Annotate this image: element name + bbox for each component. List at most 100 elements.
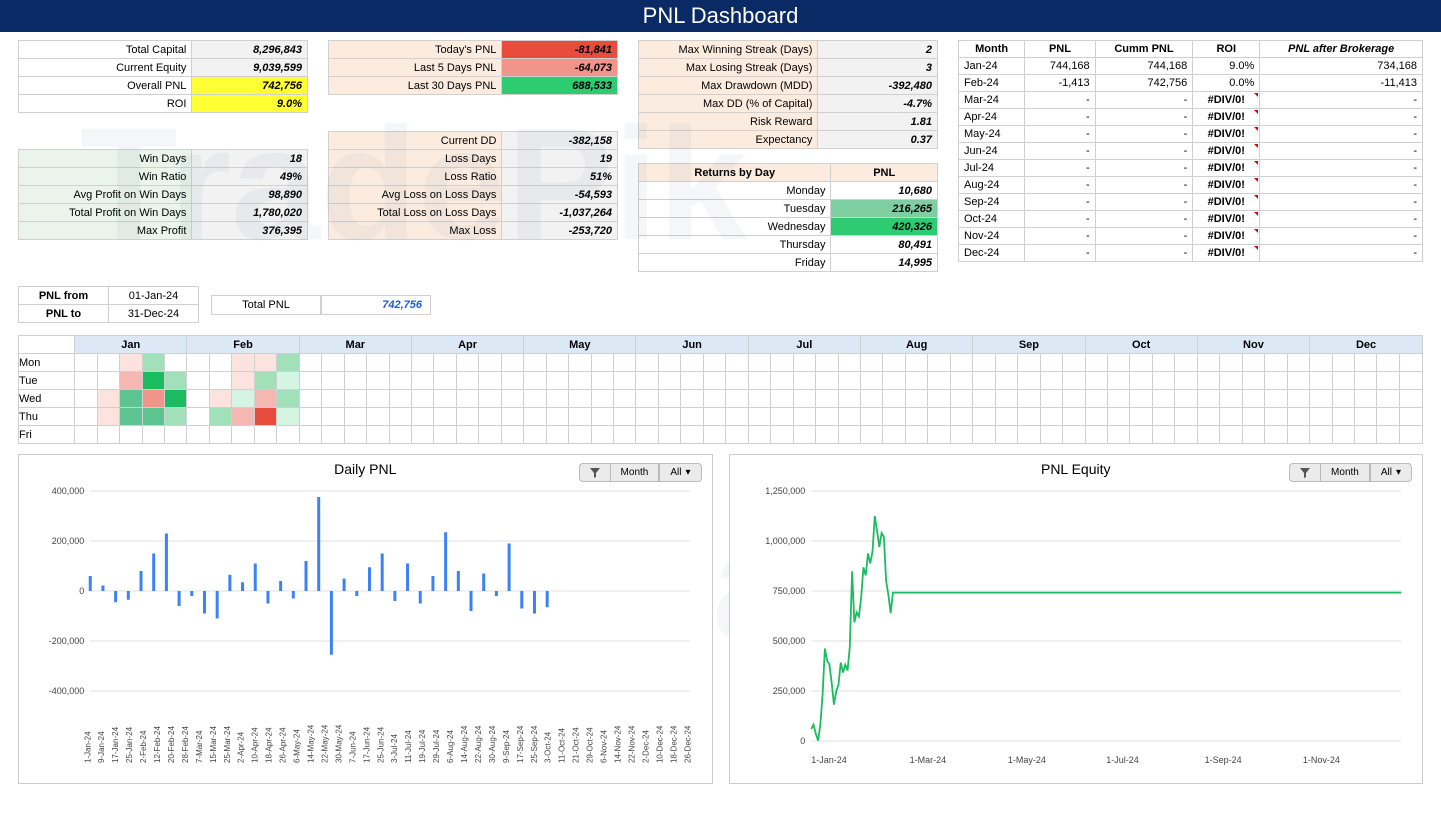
svg-text:25-Jan-24: 25-Jan-24 <box>125 726 134 763</box>
metric-value: 742,756 <box>192 77 308 95</box>
calendar-cell <box>209 372 231 390</box>
monthly-cell: - <box>1095 160 1193 177</box>
calendar-cell <box>861 372 883 390</box>
svg-text:12-Feb-24: 12-Feb-24 <box>153 726 162 763</box>
calendar-cell <box>456 372 478 390</box>
calendar-cell <box>861 390 883 408</box>
svg-text:19-Jul-24: 19-Jul-24 <box>418 729 427 763</box>
monthly-table: MonthPNLCumm PNLROIPNL after Brokerage J… <box>958 40 1423 262</box>
svg-text:6-May-24: 6-May-24 <box>293 729 302 763</box>
svg-text:17-Jan-24: 17-Jan-24 <box>111 726 120 763</box>
calendar-cell <box>1354 390 1376 408</box>
calendar-cell <box>591 408 613 426</box>
metric-label: Total Loss on Loss Days <box>329 204 502 222</box>
calendar-cell <box>1310 354 1332 372</box>
monthly-cell: - <box>1025 194 1095 211</box>
calendar-cell <box>1040 426 1062 444</box>
calendar-cell <box>1108 390 1130 408</box>
monthly-cell: - <box>1260 126 1423 143</box>
monthly-cell: #DIV/0! <box>1193 194 1260 211</box>
svg-text:1,000,000: 1,000,000 <box>765 536 805 546</box>
monthly-cell: - <box>1260 92 1423 109</box>
monthly-header: PNL <box>1025 41 1095 58</box>
monthly-cell: #DIV/0! <box>1193 143 1260 160</box>
calendar-cell <box>164 354 186 372</box>
monthly-cell: - <box>1260 194 1423 211</box>
page-title: PNL Dashboard <box>643 3 799 28</box>
svg-text:9-Jan-24: 9-Jan-24 <box>97 731 106 763</box>
calendar-cell <box>658 390 680 408</box>
calendar-cell <box>1197 354 1219 372</box>
calendar-cell <box>973 354 995 372</box>
calendar-cell <box>142 390 164 408</box>
calendar-cell <box>1377 390 1399 408</box>
calendar-cell <box>771 390 793 408</box>
calendar-cell <box>793 390 815 408</box>
calendar-cell <box>322 354 344 372</box>
svg-text:0: 0 <box>800 736 805 746</box>
monthly-cell: - <box>1095 228 1193 245</box>
calendar-cell <box>546 426 568 444</box>
calendar-cell <box>905 426 927 444</box>
calendar-cell <box>1152 354 1174 372</box>
calendar-day-label: Tue <box>19 372 75 390</box>
calendar-cell <box>1197 390 1219 408</box>
monthly-cell: Sep-24 <box>959 194 1025 211</box>
daily-filter-icon[interactable] <box>579 463 610 482</box>
calendar-cell <box>75 390 97 408</box>
calendar-month: Oct <box>1085 336 1197 354</box>
svg-text:6-Nov-24: 6-Nov-24 <box>600 730 609 763</box>
calendar-cell <box>1130 372 1152 390</box>
monthly-cell: - <box>1025 126 1095 143</box>
calendar-cell <box>636 426 658 444</box>
calendar-cell <box>75 426 97 444</box>
monthly-cell: #DIV/0! <box>1193 126 1260 143</box>
calendar-cell <box>322 390 344 408</box>
calendar-cell <box>456 390 478 408</box>
monthly-cell: - <box>1095 92 1193 109</box>
monthly-cell: May-24 <box>959 126 1025 143</box>
calendar-cell <box>793 426 815 444</box>
daily-month-filter[interactable]: Month <box>610 463 660 482</box>
calendar-cell <box>299 408 321 426</box>
svg-text:1-Jul-24: 1-Jul-24 <box>1106 755 1139 765</box>
calendar-month: Mar <box>299 336 411 354</box>
calendar-cell <box>703 372 725 390</box>
monthly-cell: - <box>1025 160 1095 177</box>
calendar-cell <box>748 354 770 372</box>
calendar-cell <box>232 354 254 372</box>
svg-text:3-Jul-24: 3-Jul-24 <box>390 734 399 763</box>
calendar-cell <box>299 426 321 444</box>
calendar-cell <box>232 372 254 390</box>
monthly-header: Cumm PNL <box>1095 41 1193 58</box>
equity-filter-icon[interactable] <box>1289 463 1320 482</box>
monthly-cell: 744,168 <box>1095 58 1193 75</box>
monthly-header: Month <box>959 41 1025 58</box>
equity-chart: PNL Equity Month All ▾ 0250,000500,00075… <box>729 454 1424 784</box>
calendar-cell <box>748 426 770 444</box>
pnl-to-value[interactable]: 31-Dec-24 <box>109 305 199 323</box>
calendar-cell <box>838 426 860 444</box>
metric-value: 98,890 <box>192 186 308 204</box>
returns-header-pnl: PNL <box>831 164 938 182</box>
calendar-cell <box>1175 372 1197 390</box>
calendar-cell <box>501 390 523 408</box>
equity-all-filter[interactable]: All ▾ <box>1370 463 1412 482</box>
calendar-cell <box>838 354 860 372</box>
svg-text:10-Apr-24: 10-Apr-24 <box>251 727 260 763</box>
daily-all-filter[interactable]: All ▾ <box>659 463 701 482</box>
calendar-cell <box>254 408 276 426</box>
pnl-from-value[interactable]: 01-Jan-24 <box>109 287 199 305</box>
svg-text:250,000: 250,000 <box>772 686 805 696</box>
svg-text:1-Jan-24: 1-Jan-24 <box>83 731 92 763</box>
calendar-month: Dec <box>1310 336 1423 354</box>
calendar-cell <box>1399 354 1422 372</box>
calendar-cell <box>187 372 209 390</box>
daily-pnl-chart: Daily PNL Month All ▾ -400,000-200,00002… <box>18 454 713 784</box>
risk-block: Max Winning Streak (Days)2Max Losing Str… <box>638 40 938 149</box>
calendar-cell <box>1242 390 1264 408</box>
equity-month-filter[interactable]: Month <box>1320 463 1370 482</box>
metric-label: Overall PNL <box>19 77 192 95</box>
metric-label: Total Capital <box>19 41 192 59</box>
monthly-cell: - <box>1260 143 1423 160</box>
